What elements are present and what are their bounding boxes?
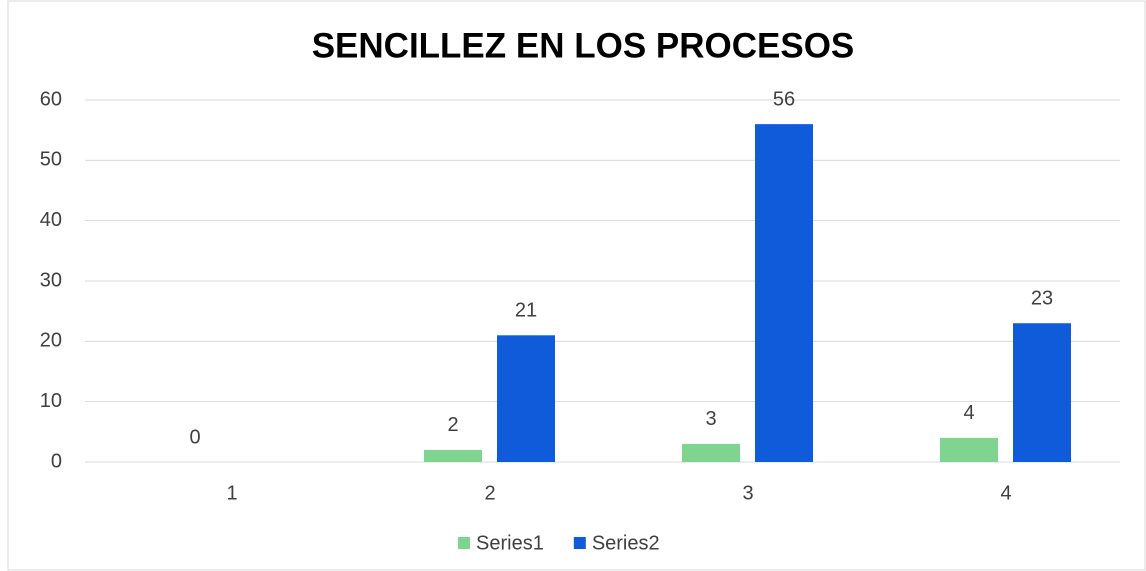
y-tick-label: 0 bbox=[51, 450, 62, 472]
bar bbox=[682, 443, 740, 462]
bar bbox=[1013, 323, 1071, 462]
data-label: 21 bbox=[515, 300, 537, 322]
legend-swatch bbox=[458, 537, 470, 549]
legend-label: Series2 bbox=[592, 532, 660, 554]
data-label: 3 bbox=[705, 408, 716, 430]
data-label: 2 bbox=[447, 414, 458, 436]
x-tick-label: 1 bbox=[226, 482, 237, 504]
bar bbox=[424, 449, 482, 462]
chart-title: SENCILLEZ EN LOS PROCESOS bbox=[312, 26, 855, 65]
bar bbox=[940, 437, 998, 462]
y-tick-label: 40 bbox=[40, 209, 62, 231]
x-tick-label: 4 bbox=[1000, 482, 1011, 504]
chart-border bbox=[7, 0, 1146, 571]
y-tick-label: 10 bbox=[40, 390, 62, 412]
x-tick-label: 3 bbox=[742, 482, 753, 504]
bar bbox=[755, 124, 813, 462]
legend-label: Series1 bbox=[476, 532, 544, 554]
data-label: 4 bbox=[963, 402, 974, 424]
legend-swatch bbox=[573, 537, 586, 549]
data-label: 56 bbox=[773, 88, 795, 110]
y-tick-label: 30 bbox=[40, 269, 62, 291]
bar bbox=[497, 335, 555, 462]
y-tick-label: 50 bbox=[40, 149, 62, 171]
y-tick-label: 60 bbox=[40, 88, 62, 110]
y-tick-label: 20 bbox=[40, 330, 62, 352]
x-tick-label: 2 bbox=[484, 482, 495, 504]
data-label: 23 bbox=[1031, 288, 1053, 310]
data-label: 0 bbox=[189, 426, 200, 448]
